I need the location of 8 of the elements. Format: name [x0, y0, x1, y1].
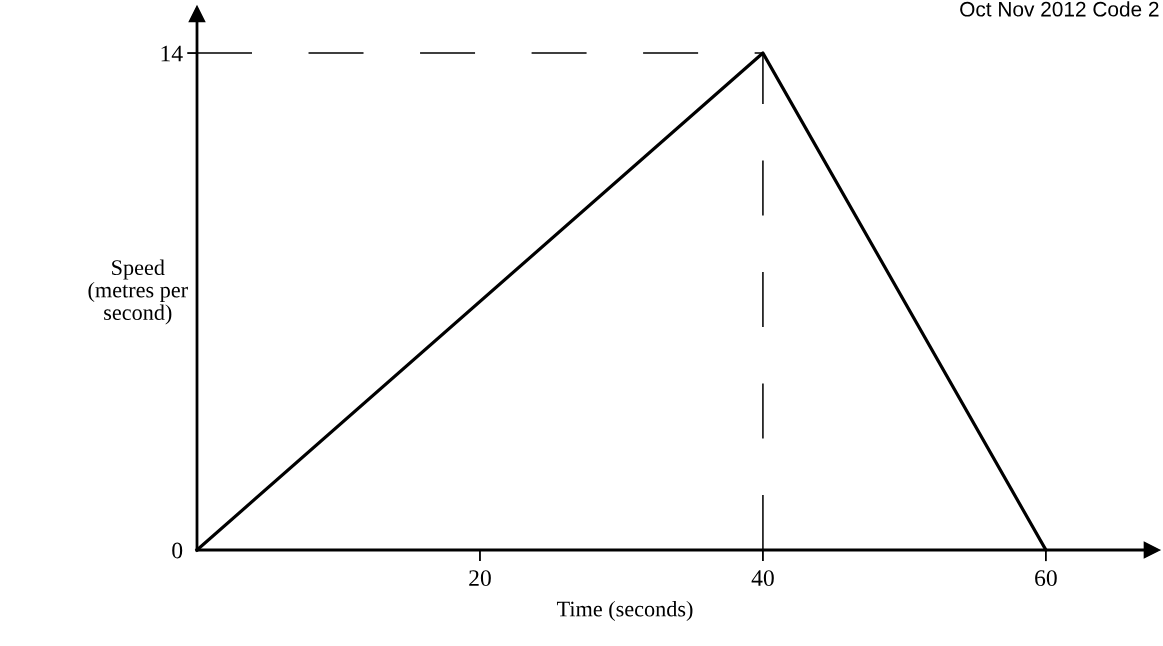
- y-axis-title: Speed (metres per second): [88, 259, 188, 325]
- x-tick-label: 40: [751, 570, 774, 587]
- annotation: Oct Nov 2012 Code 2: [960, 1, 1159, 17]
- y-tick-label: 14: [161, 45, 183, 62]
- y-tick-label: 0: [172, 542, 183, 559]
- x-tick-label: 60: [1035, 570, 1057, 587]
- x-axis-title: Time (seconds): [556, 600, 693, 622]
- x-tick-label: 20: [469, 570, 491, 587]
